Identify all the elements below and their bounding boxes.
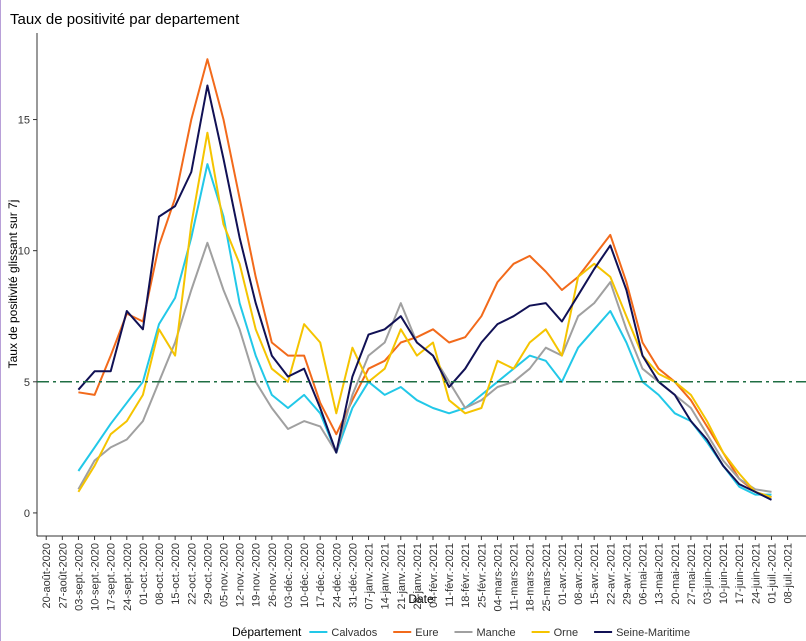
x-tick-label: 25-févr.-2021 (476, 543, 488, 608)
y-tick-label: 10 (18, 246, 30, 258)
y-axis-title: Taux de positivité glissant sur 7j (6, 200, 20, 369)
x-tick-label: 14-janv.-2021 (380, 543, 392, 609)
legend-label: Manche (476, 627, 515, 639)
chart-title: Taux de positivité par departement (10, 11, 240, 28)
x-axis-title: Date (408, 592, 434, 606)
x-tick-label: 17-juin-2021 (734, 543, 746, 604)
y-tick-label: 0 (24, 508, 30, 520)
y-tick-label: 5 (24, 377, 30, 389)
x-tick-label: 01-avr.-2021 (557, 543, 569, 605)
series-line (77, 163, 772, 496)
x-tick-label: 31-déc.-2020 (347, 543, 359, 608)
x-tick-label: 10-déc.-2020 (299, 543, 311, 608)
legend-label: Seine-Maritime (616, 627, 690, 639)
x-tick-label: 13-mai-2021 (654, 543, 666, 605)
x-tick-label: 29-oct.-2020 (202, 543, 214, 605)
legend-label: Calvados (331, 627, 377, 639)
x-tick-label: 06-mai-2021 (638, 543, 650, 605)
x-tick-label: 15-avr.-2021 (589, 543, 601, 605)
x-tick-label: 17-sept.-2020 (106, 543, 118, 611)
x-tick-label: 08-avr.-2021 (573, 543, 585, 605)
x-tick-label: 29-avr.-2021 (621, 543, 633, 605)
x-tick-label: 22-oct.-2020 (186, 543, 198, 605)
x-tick-label: 05-nov.-2020 (218, 543, 230, 607)
x-tick-label: 03-sept.-2020 (73, 543, 85, 611)
x-tick-label: 03-déc.-2020 (283, 543, 295, 608)
x-tick-label: 11-févr.-2021 (444, 543, 456, 607)
x-tick-label: 17-déc.-2020 (315, 543, 327, 608)
x-tick-label: 27-août-2020 (57, 543, 69, 608)
x-tick-label: 10-sept.-2020 (90, 543, 102, 611)
x-tick-label: 12-nov.-2020 (235, 543, 247, 607)
series-line (77, 241, 772, 493)
legend-label: Orne (554, 627, 578, 639)
x-tick-label: 15-oct.-2020 (170, 543, 182, 605)
legend-title: Département (232, 625, 302, 639)
x-tick-label: 03-juin-2021 (702, 543, 714, 604)
series-line (77, 131, 772, 499)
legend-label: Eure (415, 627, 438, 639)
x-tick-label: 21-janv.-2021 (396, 543, 408, 609)
x-tick-label: 20-août-2020 (41, 543, 53, 608)
x-tick-label: 19-nov.-2020 (251, 543, 263, 607)
series-line (77, 84, 772, 501)
x-tick-label: 20-mai-2021 (670, 543, 682, 605)
y-tick-label: 15 (18, 115, 30, 127)
x-tick-label: 24-déc.-2020 (331, 543, 343, 608)
x-tick-label: 26-nov.-2020 (267, 543, 279, 607)
x-tick-label: 10-juin-2021 (718, 543, 730, 604)
x-tick-label: 08-juil.-2021 (783, 543, 795, 604)
x-tick-label: 08-oct.-2020 (154, 543, 166, 605)
x-tick-label: 27-mai-2021 (686, 543, 698, 605)
series-line (78, 58, 772, 499)
x-tick-label: 25-mars-2021 (541, 543, 553, 611)
x-tick-label: 18-mars-2021 (525, 543, 537, 611)
x-tick-label: 01-juil.-2021 (766, 543, 778, 604)
x-tick-label: 18-févr.-2021 (460, 543, 472, 608)
x-tick-label: 04-févr.-2021 (428, 543, 440, 608)
x-tick-label: 24-juin-2021 (750, 543, 762, 604)
x-tick-label: 11-mars-2021 (509, 543, 521, 611)
x-tick-label: 22-avr.-2021 (605, 543, 617, 605)
x-tick-label: 28-janv.-2021 (412, 543, 424, 609)
x-tick-label: 24-sept.-2020 (122, 543, 134, 611)
x-tick-label: 01-oct.-2020 (138, 543, 150, 605)
x-tick-label: 04-mars-2021 (492, 543, 504, 611)
x-tick-label: 07-janv.-2021 (364, 543, 376, 609)
